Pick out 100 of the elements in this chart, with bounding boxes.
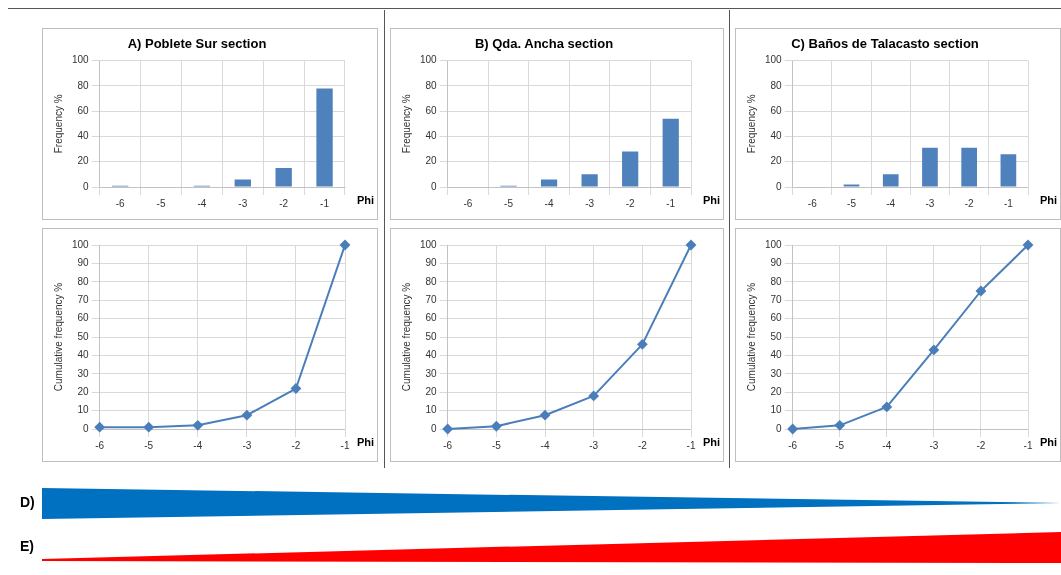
x-tick-label: -4 (886, 197, 896, 209)
x-tick-label: -2 (976, 439, 986, 451)
x-tick-label: -3 (585, 197, 595, 209)
y-tick-label: 10 (425, 404, 438, 416)
bar (540, 179, 558, 187)
y-tick-label: 100 (765, 54, 783, 66)
x-tick-label: -3 (925, 197, 935, 209)
x-tick-label: -5 (504, 197, 514, 209)
x-tick-label: -3 (929, 439, 939, 451)
y-tick-label: 40 (770, 349, 783, 361)
bar (234, 179, 251, 187)
x-tick-label: -2 (637, 439, 648, 451)
x-tick-label: -4 (193, 439, 203, 451)
y-tick-label: 40 (77, 130, 90, 142)
x-tick-label: -3 (242, 439, 252, 451)
x-tick-label: -1 (686, 439, 696, 451)
y-tick-label: 80 (770, 79, 783, 91)
y-tick-label: 50 (77, 330, 90, 342)
y-axis-title: Cumulative frequency % (745, 282, 757, 392)
bar (961, 147, 978, 187)
x-axis-title: Phi (1040, 436, 1058, 449)
y-tick-label: 70 (425, 293, 438, 305)
bar (316, 88, 333, 187)
y-tick-label: 60 (77, 104, 90, 116)
bar (662, 118, 679, 187)
y-axis-title: Frequency % (52, 94, 64, 154)
x-tick-label: -4 (882, 439, 892, 451)
point (834, 420, 845, 431)
point (192, 420, 203, 431)
x-tick-label: -1 (1023, 439, 1033, 451)
y-tick-label: 60 (425, 312, 438, 324)
y-tick-label: 100 (72, 238, 90, 250)
y-tick-label: 100 (420, 54, 438, 66)
x-tick-label: -6 (807, 197, 818, 209)
chart-title: C) Baños de Talacasto section (791, 36, 979, 52)
x-tick-label: -2 (625, 197, 636, 209)
bar (922, 147, 938, 187)
y-tick-label: 40 (77, 349, 90, 361)
x-tick-label: -1 (666, 197, 676, 209)
point (290, 383, 301, 394)
x-tick-label: -3 (238, 197, 248, 209)
y-tick-label: 60 (770, 312, 783, 324)
y-tick-label: 30 (425, 367, 438, 379)
y-tick-label: 10 (77, 404, 90, 416)
x-tick-label: -4 (544, 197, 554, 209)
y-tick-label: 20 (425, 155, 438, 167)
y-tick-label: 10 (770, 404, 783, 416)
point (928, 344, 939, 355)
y-tick-label: 50 (770, 330, 783, 342)
y-tick-label: 100 (420, 238, 438, 250)
y-tick-label: 30 (77, 367, 90, 379)
y-tick-label: 100 (765, 238, 783, 250)
point (241, 410, 252, 421)
y-tick-label: 80 (425, 79, 438, 91)
point (340, 240, 350, 250)
y-tick-label: 80 (425, 275, 438, 287)
y-tick-label: 90 (77, 257, 90, 269)
x-tick-label: -6 (95, 439, 105, 451)
y-tick-label: 0 (431, 422, 438, 434)
y-axis-title: Frequency % (400, 94, 412, 154)
y-tick-label: 20 (77, 155, 90, 167)
y-tick-label: 0 (83, 422, 90, 434)
x-tick-label: -6 (463, 197, 473, 209)
y-tick-label: 0 (776, 422, 783, 434)
x-tick-label: -1 (320, 197, 330, 209)
y-tick-label: 100 (72, 54, 90, 66)
bar (882, 174, 899, 187)
y-tick-label: 50 (425, 330, 438, 342)
x-tick-label: -2 (279, 197, 289, 209)
y-axis-title: Cumulative frequency % (400, 282, 412, 392)
y-axis-title: Cumulative frequency % (52, 282, 64, 392)
point (637, 339, 648, 350)
x-tick-label: -1 (340, 439, 350, 451)
y-tick-label: 20 (77, 385, 90, 397)
x-axis-title: Phi (357, 436, 375, 449)
chart-title: A) Poblete Sur section (127, 36, 267, 52)
point (143, 422, 154, 433)
y-tick-label: 60 (425, 104, 438, 116)
x-tick-label: -4 (540, 439, 550, 451)
y-tick-label: 70 (77, 293, 90, 305)
bar (275, 168, 292, 187)
y-tick-label: 40 (425, 349, 438, 361)
y-tick-label: 30 (770, 367, 783, 379)
y-tick-label: 20 (425, 385, 438, 397)
y-axis-title: Frequency % (745, 94, 757, 154)
bar (581, 174, 598, 187)
y-tick-label: 0 (431, 180, 438, 192)
x-tick-label: -5 (156, 197, 166, 209)
x-tick-label: -6 (443, 439, 453, 451)
x-tick-label: -2 (964, 197, 975, 209)
point (1023, 240, 1033, 250)
y-tick-label: 80 (77, 79, 90, 91)
text: D) (20, 494, 35, 510)
x-tick-label: -5 (491, 439, 502, 451)
point (686, 240, 696, 250)
y-tick-label: 80 (77, 275, 90, 287)
y-tick-label: 0 (776, 180, 783, 192)
text: E) (20, 538, 34, 554)
y-tick-label: 40 (770, 130, 783, 142)
bar (622, 151, 639, 187)
